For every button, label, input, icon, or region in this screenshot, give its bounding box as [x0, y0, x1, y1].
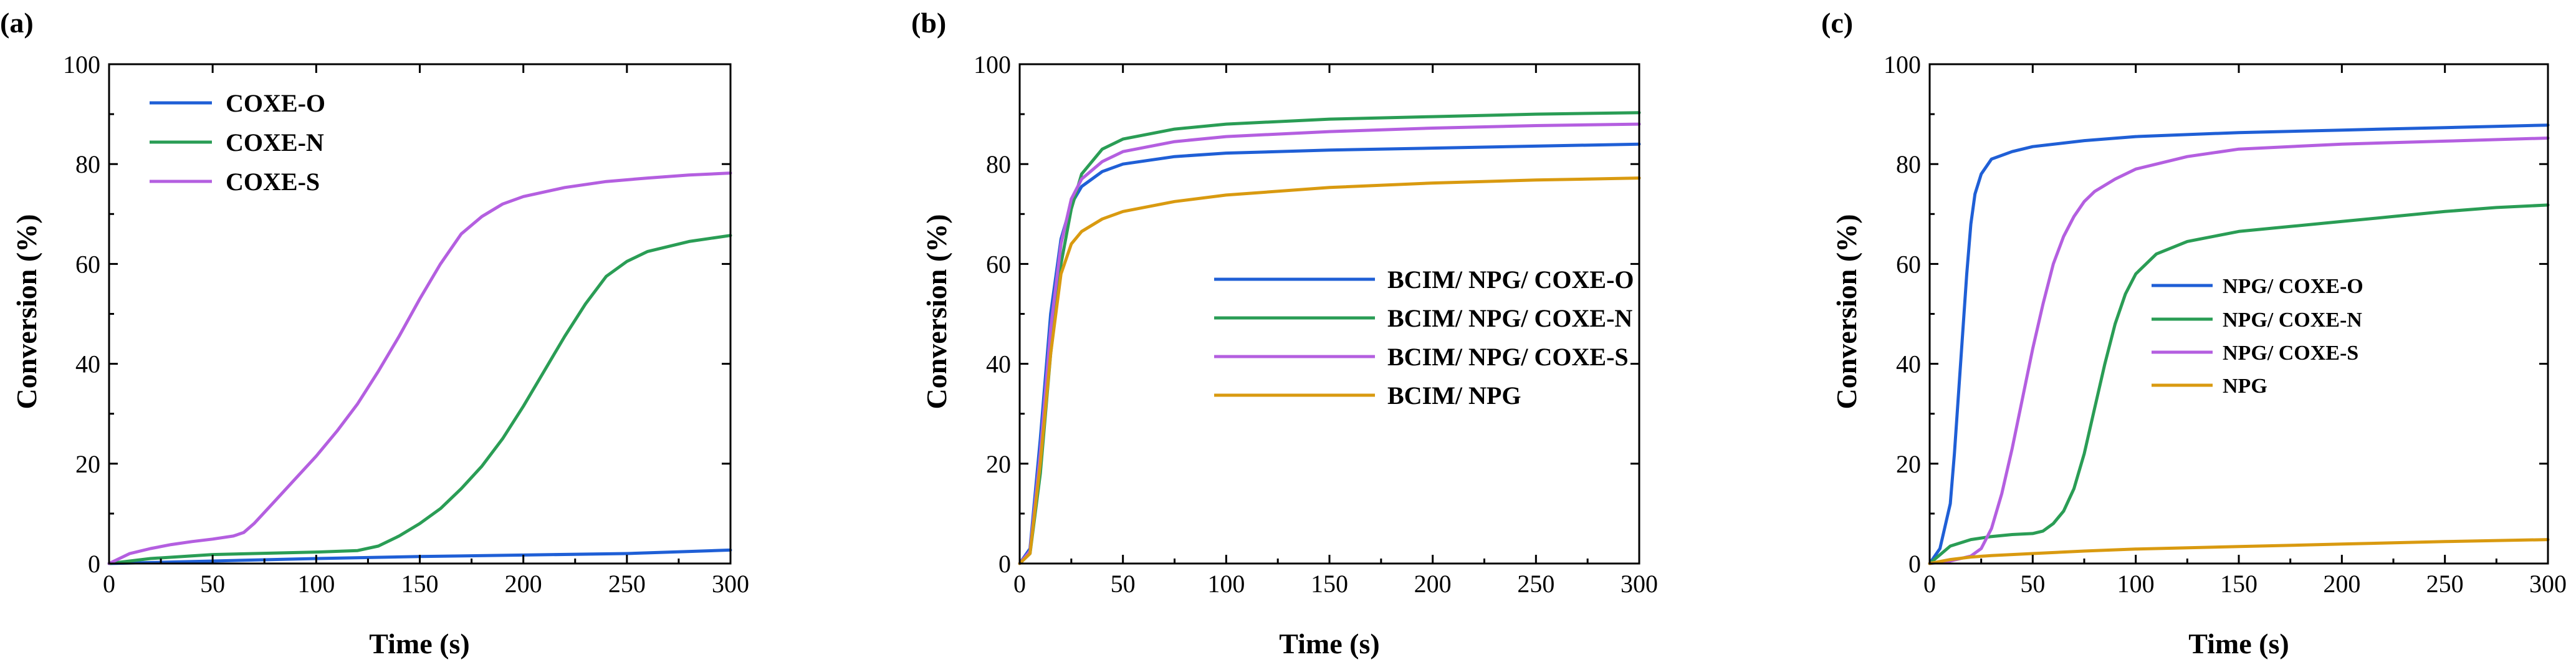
y-tick-label: 100: [974, 50, 1011, 79]
y-tick-label: 60: [986, 250, 1011, 278]
y-tick-label: 40: [986, 350, 1011, 378]
x-tick-label: 150: [2220, 570, 2258, 598]
y-tick-label: 80: [75, 150, 100, 178]
chart-panel-c: (c) Time (s) Conversion (%) NPG/ COXE-O …: [1821, 7, 2567, 660]
panel-label: (b): [911, 7, 946, 39]
x-tick-label: 100: [297, 570, 335, 598]
x-tick-label: 50: [1111, 570, 1136, 598]
y-axis-title: Conversion (%): [921, 214, 952, 409]
x-axis-title: Time (s): [369, 628, 469, 660]
y-tick-label: 100: [63, 50, 100, 79]
chart-panel-a: (a) Time (s) Conversion (%) COXE-O COXE-…: [0, 7, 749, 660]
y-tick-label: 20: [1896, 450, 1921, 478]
legend-label: COXE-O: [226, 89, 325, 117]
y-tick-label: 0: [88, 550, 100, 578]
x-tick-label: 200: [505, 570, 542, 598]
y-axis-title: Conversion (%): [1831, 214, 1862, 409]
series-group: [1018, 111, 1641, 565]
legend-label: NPG/ COXE-N: [2223, 309, 2362, 332]
x-tick-label: 50: [2020, 570, 2045, 598]
x-tick-label: 0: [1923, 570, 1936, 598]
legend-label: NPG/ COXE-O: [2223, 275, 2363, 298]
x-tick-label: 300: [1621, 570, 1658, 598]
series-group: [1928, 123, 2550, 565]
panel-label: (c): [1821, 7, 1853, 39]
x-tick-label: 150: [401, 570, 439, 598]
y-tick-label: 0: [1908, 550, 1921, 578]
x-axis-title: Time (s): [1279, 628, 1379, 660]
x-tick-label: 300: [2529, 570, 2567, 598]
y-tick-label: 20: [75, 450, 100, 478]
legend-label: NPG: [2223, 375, 2267, 398]
series-line: [1018, 176, 1641, 565]
series-line: [1928, 538, 2550, 565]
series-line: [1928, 203, 2550, 565]
x-tick-label: 200: [2323, 570, 2360, 598]
series-line: [1928, 137, 2550, 565]
y-tick-label: 100: [1884, 50, 1921, 79]
series-line: [107, 234, 732, 565]
x-tick-label: 250: [1517, 570, 1554, 598]
x-tick-label: 300: [712, 570, 749, 598]
legend-label: BCIM/ NPG/ COXE-O: [1387, 266, 1634, 294]
series-line: [1928, 123, 2550, 565]
y-tick-label: 40: [75, 350, 100, 378]
y-tick-label: 60: [75, 250, 100, 278]
x-tick-label: 0: [103, 570, 115, 598]
x-tick-label: 200: [1414, 570, 1452, 598]
y-axis-title: Conversion (%): [11, 214, 42, 409]
legend: BCIM/ NPG/ COXE-O BCIM/ NPG/ COXE-N BCIM…: [1214, 266, 1634, 410]
y-tick-label: 80: [986, 150, 1011, 178]
legend-label: BCIM/ NPG/ COXE-N: [1387, 304, 1632, 332]
legend-label: BCIM/ NPG/ COXE-S: [1387, 343, 1629, 371]
x-tick-label: 100: [1207, 570, 1245, 598]
legend: NPG/ COXE-O NPG/ COXE-N NPG/ COXE-S NPG: [2152, 275, 2363, 398]
y-tick-label: 40: [1896, 350, 1921, 378]
y-tick-label: 60: [1896, 250, 1921, 278]
x-axis-title: Time (s): [2188, 628, 2289, 660]
legend-label: COXE-N: [226, 128, 324, 156]
series-group: [107, 171, 732, 565]
plot-frame: [108, 63, 732, 565]
y-tick-label: 0: [998, 550, 1011, 578]
panel-label: (a): [0, 7, 34, 39]
series-line: [107, 171, 732, 565]
x-tick-label: 50: [200, 570, 225, 598]
x-tick-label: 0: [1013, 570, 1026, 598]
legend-label: NPG/ COXE-S: [2223, 342, 2358, 365]
x-tick-label: 100: [2117, 570, 2155, 598]
x-tick-label: 150: [1311, 570, 1348, 598]
x-tick-label: 250: [2426, 570, 2464, 598]
legend-label: COXE-S: [226, 168, 320, 196]
x-tick-label: 250: [608, 570, 646, 598]
y-tick-label: 80: [1896, 150, 1921, 178]
y-tick-label: 20: [986, 450, 1011, 478]
legend-label: BCIM/ NPG: [1387, 381, 1521, 410]
legend: COXE-O COXE-N COXE-S: [150, 89, 325, 196]
chart-panel-b: (b) Time (s) Conversion (%) BCIM/ NPG/ C…: [911, 7, 1658, 660]
